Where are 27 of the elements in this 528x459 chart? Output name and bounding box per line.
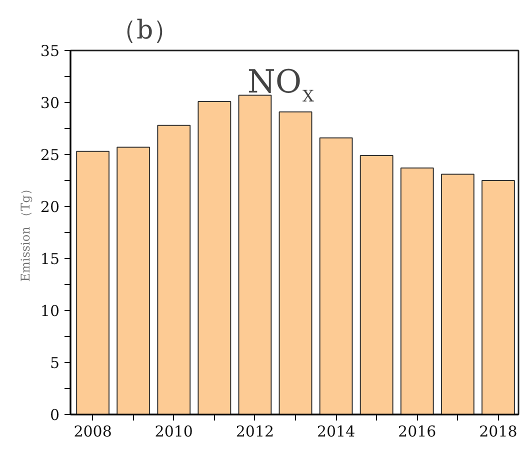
y-tick-label: 10	[40, 302, 60, 320]
bar	[157, 124, 191, 414]
bar	[482, 180, 515, 414]
bar	[198, 100, 232, 414]
chart-title: （b）	[110, 16, 180, 46]
x-tick-label: 2008	[74, 422, 112, 440]
bar	[76, 150, 110, 414]
y-tick-label: 30	[40, 94, 60, 112]
y-tick-label: 25	[40, 146, 60, 164]
y-axis-title: Emission （Tg）	[18, 183, 32, 282]
bar	[238, 94, 272, 414]
bar	[440, 174, 474, 414]
y-tick-label: 20	[40, 198, 60, 216]
x-tick-label: 2010	[154, 422, 193, 440]
y-tick-label: 5	[50, 354, 60, 372]
y-tick-label: 0	[50, 406, 60, 424]
y-tick-label: 35	[40, 42, 60, 60]
x-tick-label: 2016	[398, 422, 436, 440]
bar	[116, 146, 150, 414]
y-tick-label: 15	[40, 250, 60, 268]
bar	[319, 137, 353, 414]
x-tick-label: 2014	[316, 422, 356, 440]
x-tick-label: 2012	[236, 422, 274, 440]
bar	[360, 155, 394, 414]
bar	[278, 111, 312, 414]
bar	[400, 168, 434, 414]
x-tick-label: 2018	[479, 422, 518, 440]
